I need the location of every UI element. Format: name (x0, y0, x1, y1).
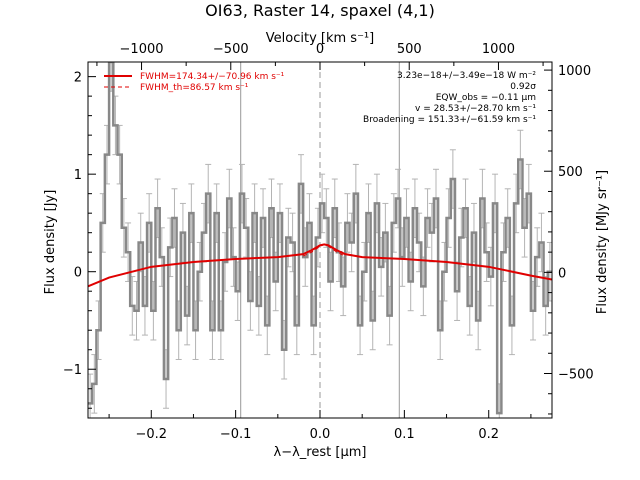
x-tick-label: −0.2 (135, 427, 167, 442)
data-group (88, 62, 552, 418)
top-tick-label: −1000 (120, 42, 164, 57)
top-tick-label: 500 (397, 42, 422, 57)
annotation-sigma: 0.92σ (510, 82, 536, 92)
chart-title: OI63, Raster 14, spaxel (4,1) (205, 1, 435, 20)
spectrum-steps (88, 62, 552, 415)
plot-area: −0.2 −0.1 0.0 0.1 0.2 −1000 −500 0 500 1000 −1 0 1 2 −… (63, 42, 594, 442)
x-axis-title: λ−λ_rest [μm] (274, 445, 367, 460)
top-tick-label: −500 (213, 42, 249, 57)
x-tick-label: −0.1 (220, 427, 252, 442)
top-axis-title: Velocity [km s⁻¹] (266, 31, 374, 46)
top-tick-label: 0 (316, 42, 324, 57)
legend-entry-fwhm: FWHM=174.34+/−70.96 km s⁻¹ (140, 72, 285, 82)
y-tick-label: 1 (74, 168, 82, 183)
annotation-velocity: v = 28.53+/−28.70 km s⁻¹ (415, 104, 536, 114)
legend: FWHM=174.34+/−70.96 km s⁻¹ FWHM_th=86.57… (104, 72, 285, 93)
right-tick-label: 0 (558, 266, 566, 281)
x-tick-label: 0.0 (310, 427, 331, 442)
y-axis-title: Flux density [Jy] (43, 190, 58, 295)
y-tick-label: 0 (74, 266, 82, 281)
y-tick-label: −1 (63, 363, 82, 378)
legend-entry-fwhm-th: FWHM_th=86.57 km s⁻¹ (140, 83, 249, 93)
x-tick-label: 0.2 (478, 427, 499, 442)
annotation-flux: 3.23e−18+/−3.49e−18 W m⁻² (397, 71, 536, 81)
fit-line-thermal (302, 243, 346, 257)
top-tick-label: 1000 (482, 42, 515, 57)
annotations: 3.23e−18+/−3.49e−18 W m⁻² 0.92σ EQW_obs … (363, 71, 536, 125)
right-tick-label: 500 (558, 165, 583, 180)
x-tick-label: 0.1 (394, 427, 415, 442)
annotation-broadening: Broadening = 151.33+/−61.59 km s⁻¹ (363, 115, 536, 125)
right-axis-title: Flux density [MJy sr⁻¹] (595, 170, 610, 314)
right-tick-label: 1000 (558, 64, 591, 79)
annotation-eqw: EQW_obs = −0.11 μm (436, 93, 536, 103)
right-tick-label: −500 (558, 368, 594, 383)
y-tick-label: 2 (74, 71, 82, 86)
